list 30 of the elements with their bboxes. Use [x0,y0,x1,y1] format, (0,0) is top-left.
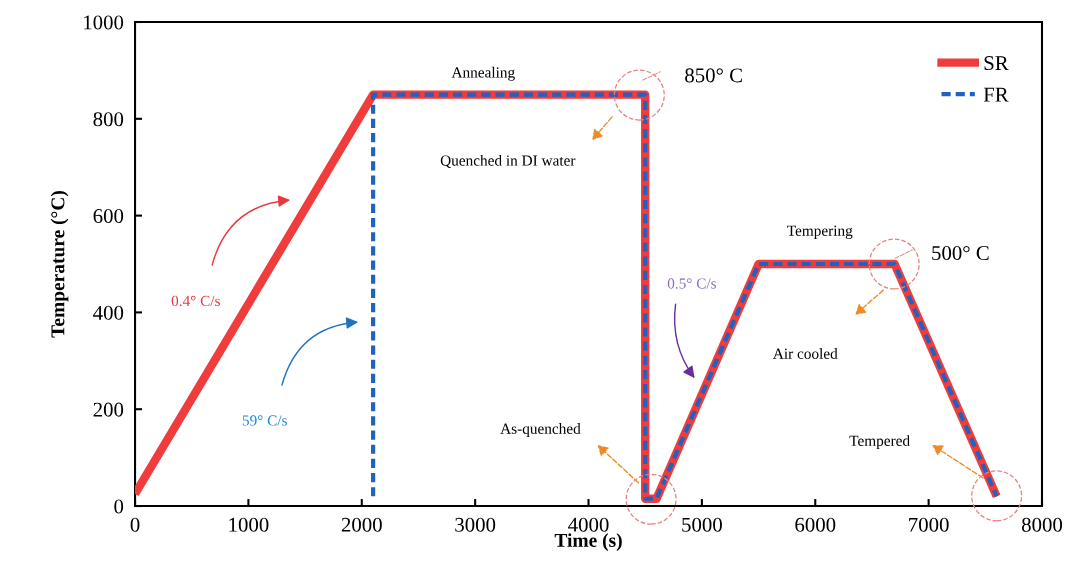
annotation: Annealing [451,66,515,81]
annotation: Quenched in DI water [440,154,576,169]
x-tick-label: 1000 [229,517,269,532]
y-tick-label: 0 [114,499,124,514]
x-tick-label: 8000 [1021,517,1063,532]
x-tick-label: 2000 [341,517,382,532]
y-tick-label: 600 [93,208,124,224]
x-axis-title: Time (s) [554,533,622,551]
annotation: As-quenched [500,423,581,437]
legend-label: FR [983,87,1009,102]
x-tick-label: 0 [130,517,140,532]
x-tick-label: 4000 [568,517,609,532]
annotation: 59° C/s [242,415,287,426]
annotation: 850° C [685,68,742,83]
annotation: Tempering [787,225,853,239]
y-tick-label: 200 [93,402,124,417]
annotation: Tempered [849,435,910,450]
legend-label: SR [984,56,1009,71]
x-tick-label: 5000 [682,517,722,532]
x-tick-label: 6000 [795,517,836,532]
y-tick-label: 1000 [84,15,124,30]
annotation: Air cooled [772,348,838,359]
x-tick-label: 3000 [455,517,496,532]
y-tick-label: 400 [93,305,124,320]
y-axis-title: Temperature (°C) [50,191,69,338]
annotation: 0.5° C/s [667,278,717,289]
x-tick-label: 7000 [909,517,949,532]
annotation: 500° C [932,245,989,261]
annotation: 0.4° C/s [171,295,220,307]
y-tick-label: 800 [93,112,124,127]
